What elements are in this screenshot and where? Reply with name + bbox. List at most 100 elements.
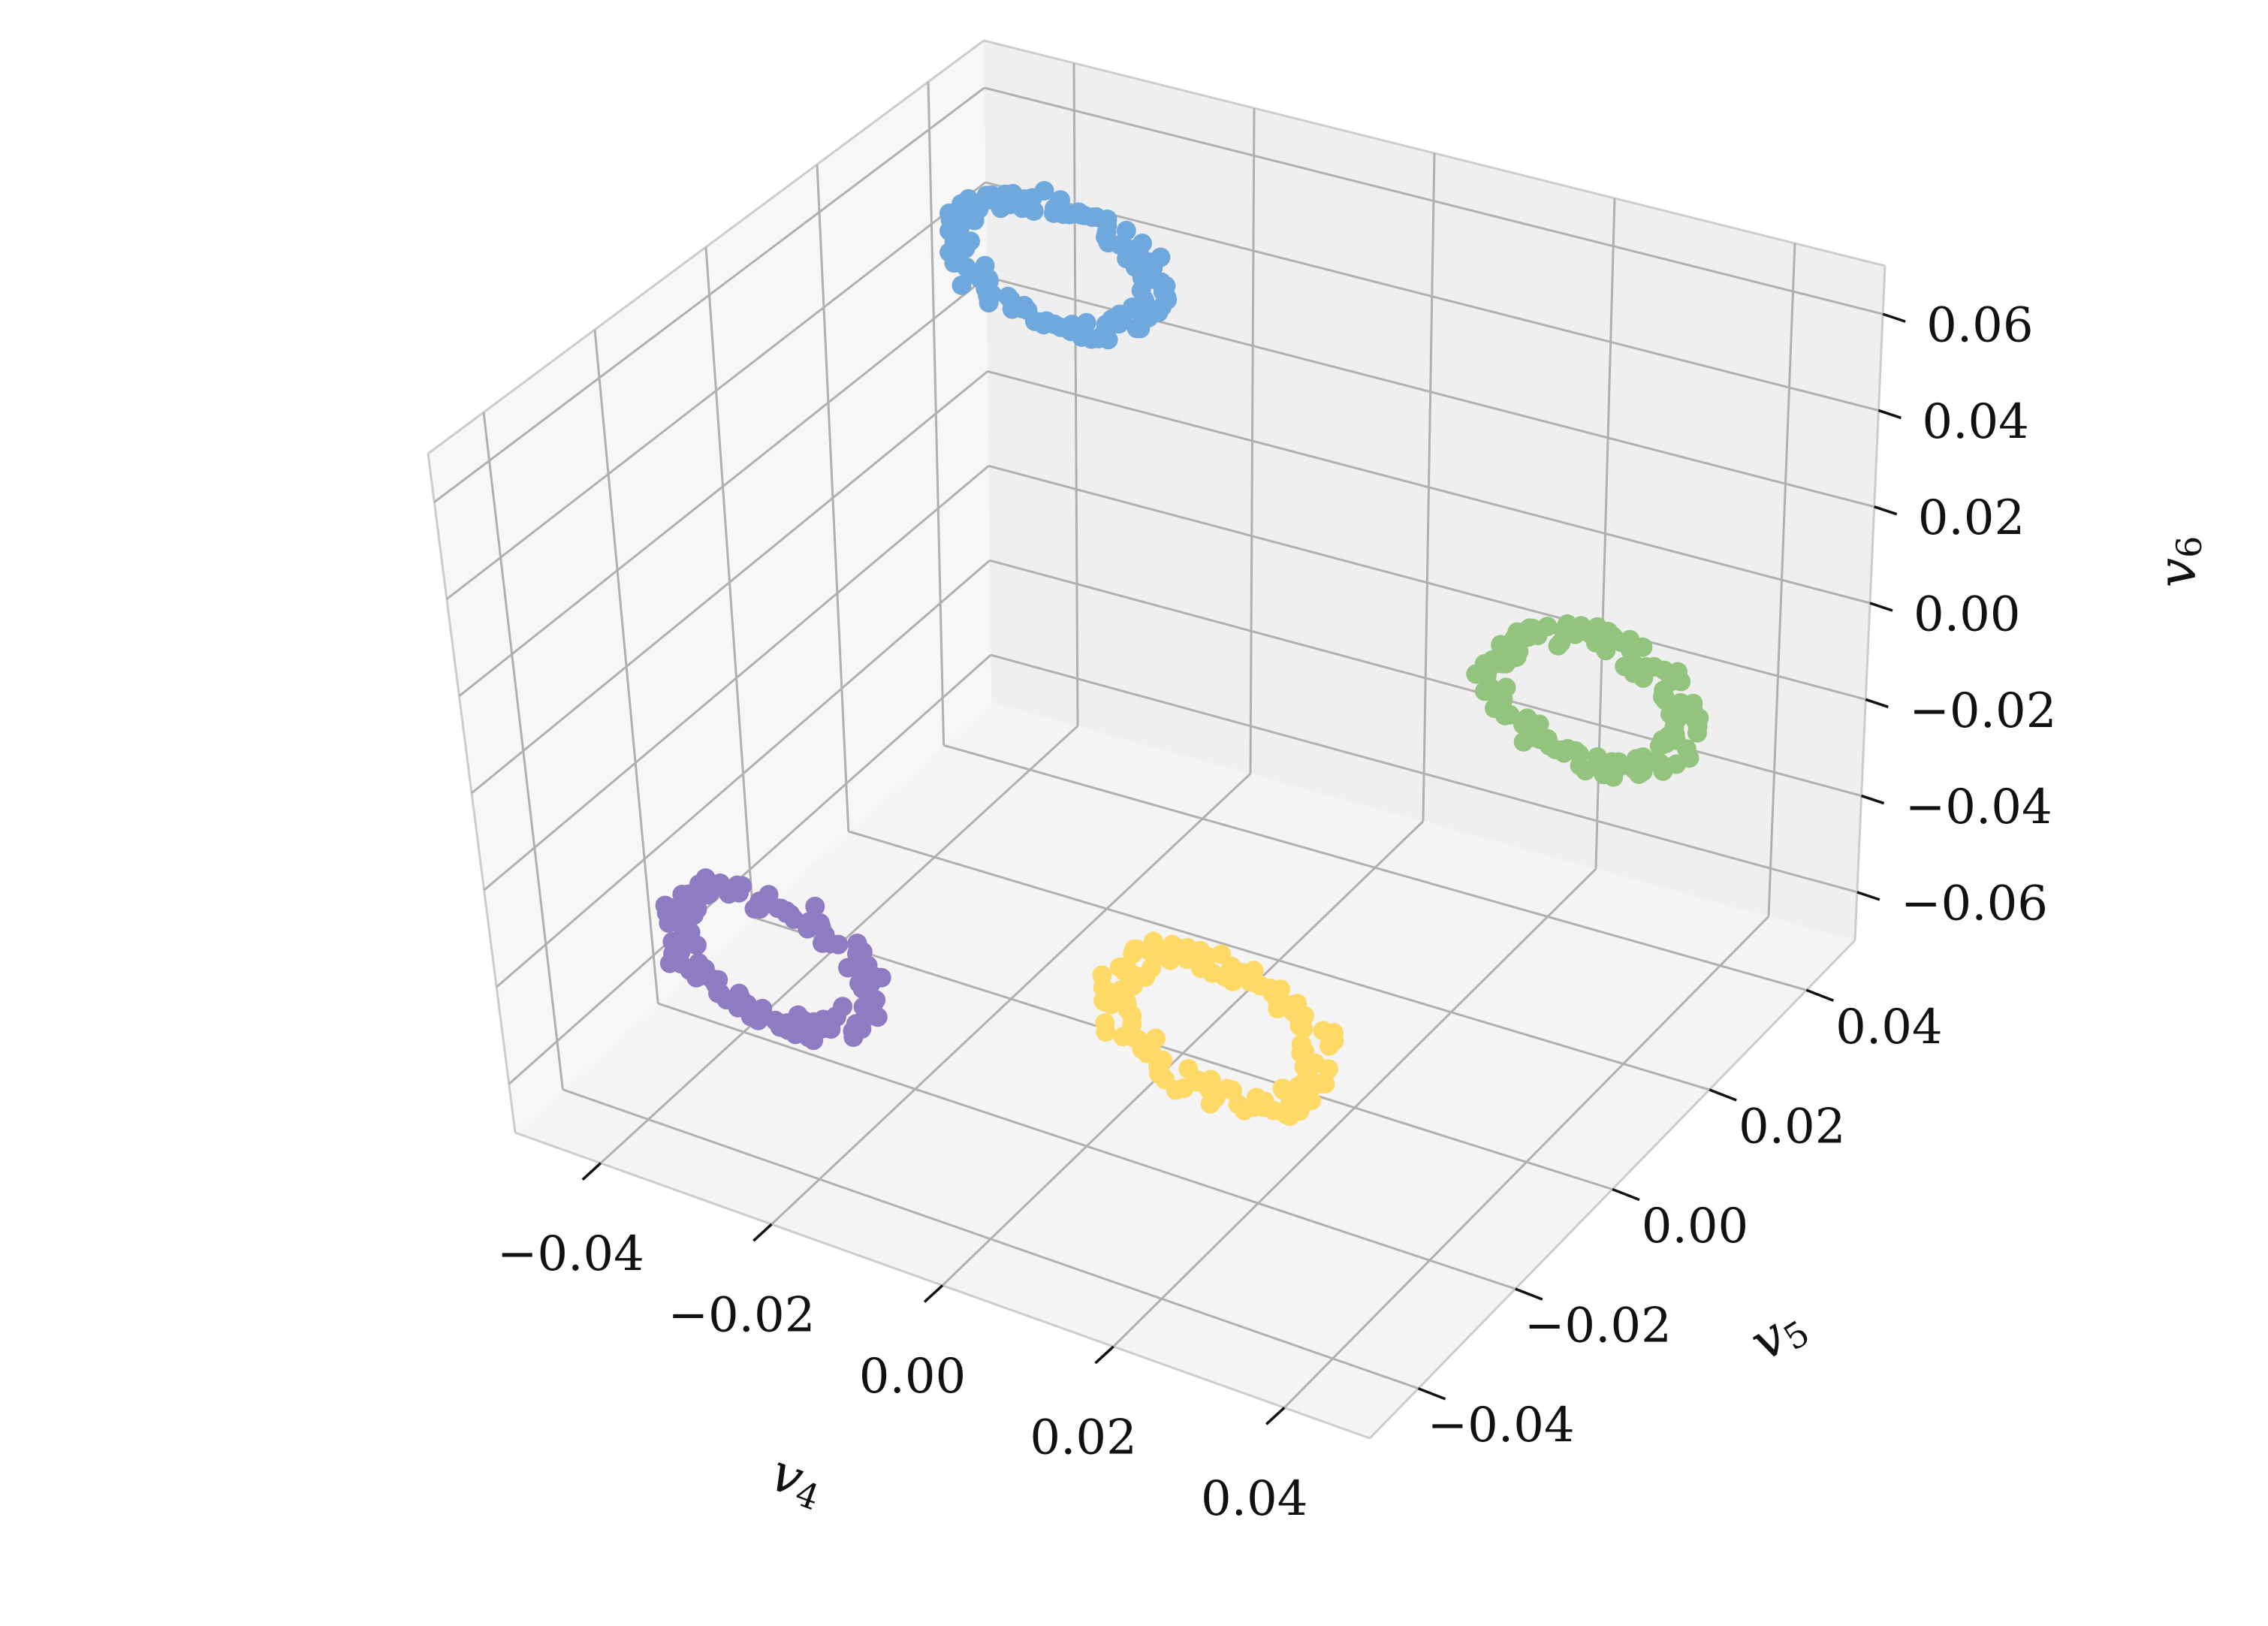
data-point (952, 275, 972, 295)
z-tick-label: 0.04 (1922, 394, 2029, 450)
data-point (1683, 693, 1703, 713)
data-point (1116, 221, 1136, 240)
series-3 (1092, 931, 1344, 1127)
data-point (1191, 958, 1211, 979)
data-point (856, 979, 876, 999)
grid-line (989, 559, 1862, 798)
grid-line (984, 86, 1883, 315)
grid-line (483, 465, 990, 891)
grid-line (943, 744, 1807, 991)
data-point (1609, 752, 1629, 772)
data-point (1114, 961, 1134, 981)
data-point (1157, 287, 1177, 307)
grid-line (508, 653, 992, 1085)
x-tick (1094, 1345, 1114, 1365)
series-1 (1466, 614, 1709, 787)
data-point (863, 994, 883, 1015)
grid-line (458, 276, 988, 698)
data-point (1253, 1097, 1274, 1118)
data-point (1137, 1043, 1157, 1063)
y-tick-label: −0.02 (1525, 1299, 1672, 1354)
data-point (752, 999, 773, 1018)
data-point (1650, 753, 1670, 774)
z-axis-label: v6 (2146, 536, 2209, 588)
data-point (991, 198, 1011, 219)
grid-lines (433, 62, 1883, 1409)
y-tick-label: 0.04 (1835, 1000, 1943, 1055)
z-tick (1882, 312, 1906, 323)
grid-line (848, 830, 1710, 1091)
z-tick (1877, 409, 1902, 420)
data-point (1687, 722, 1707, 743)
data-point (833, 997, 853, 1017)
x-tick-label: −0.02 (668, 1288, 815, 1344)
grid-line (657, 1002, 1516, 1290)
pane-left (428, 41, 991, 1133)
grid-line (445, 181, 987, 600)
x-tick (752, 1223, 773, 1242)
data-point (1310, 1073, 1331, 1094)
y-tick (1709, 1088, 1737, 1102)
data-point (744, 899, 765, 919)
data-point (1076, 312, 1096, 333)
data-point (1576, 761, 1596, 781)
data-point (1101, 994, 1121, 1015)
z-tick (1861, 794, 1885, 805)
grid-line (433, 86, 985, 503)
grid-line (987, 370, 1871, 605)
y-tick (1805, 988, 1835, 1002)
x-axis-label: v4 (762, 1441, 832, 1518)
y-tick-label: 0.02 (1739, 1099, 1846, 1154)
data-points (655, 181, 1709, 1127)
y-tick (1515, 1287, 1543, 1301)
data-point (1124, 940, 1144, 959)
z-tick-label: 0.06 (1926, 298, 2034, 354)
data-point (686, 935, 707, 955)
z-tick-label: −0.06 (1901, 876, 2048, 931)
x-tick-label: 0.02 (1030, 1410, 1137, 1465)
data-point (1313, 1021, 1333, 1041)
data-point (1045, 198, 1064, 219)
grid-line (562, 1088, 1419, 1390)
data-point (1273, 1080, 1293, 1100)
data-point (1494, 705, 1515, 726)
grid-line (752, 916, 1613, 1190)
data-point (1291, 1034, 1311, 1054)
data-point (979, 293, 999, 313)
z-tick-label: −0.02 (1909, 683, 2056, 739)
y-tick (1612, 1187, 1640, 1202)
x-tick-label: 0.00 (859, 1349, 967, 1404)
x-tick (923, 1284, 944, 1303)
z-tick-label: 0.00 (1914, 587, 2021, 643)
y-tick-label: 0.00 (1642, 1199, 1749, 1254)
data-point (1296, 1057, 1316, 1076)
series-2 (655, 868, 891, 1051)
grid-line (988, 464, 1866, 701)
grid-line (990, 653, 1858, 894)
axis-ticks: −0.04 −0.02 0.00 0.02 0.04 −0.04 −0.02 0.00 0.02… (497, 298, 2057, 1527)
grid-line (985, 181, 1879, 412)
x-tick-label: −0.04 (497, 1226, 644, 1282)
data-point (847, 934, 867, 953)
data-point (1151, 247, 1171, 267)
data-point (799, 912, 819, 932)
y-tick (1417, 1387, 1446, 1401)
z-tick (1865, 698, 1889, 708)
x-tick (1265, 1407, 1286, 1425)
data-point (1132, 234, 1152, 253)
x-tick (581, 1162, 602, 1181)
grid-line (496, 560, 991, 988)
series-0 (939, 181, 1178, 350)
data-point (1131, 280, 1151, 300)
y-axis-label: v5 (1739, 1293, 1817, 1374)
x-tick-label: 0.04 (1201, 1471, 1308, 1527)
data-point (871, 967, 891, 988)
z-tick-label: −0.04 (1905, 780, 2052, 835)
data-point (1551, 633, 1571, 653)
z-tick (1869, 602, 1893, 612)
z-tick (1856, 891, 1880, 901)
data-point (1615, 656, 1635, 677)
z-tick (1874, 505, 1898, 516)
